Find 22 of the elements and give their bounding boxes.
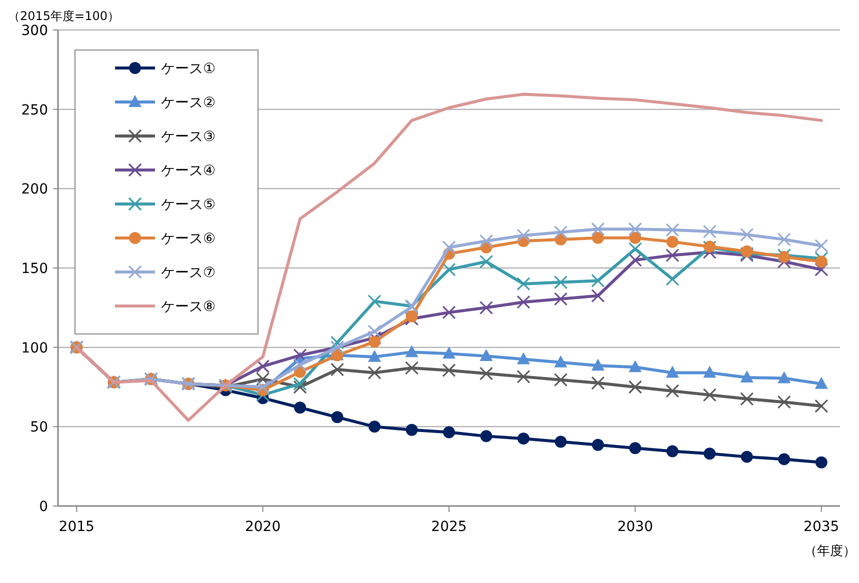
legend-label: ケース⑦ — [161, 265, 216, 281]
y-tick-label: 250 — [21, 102, 48, 118]
legend-label: ケース① — [161, 61, 216, 77]
x-tick-label: 2015 — [58, 519, 94, 535]
x-tick-label: 2020 — [244, 519, 281, 535]
legend-label: ケース② — [161, 95, 216, 111]
y-tick-label: 100 — [21, 340, 48, 356]
legend-label: ケース④ — [161, 163, 216, 179]
y-tick-label: 0 — [39, 499, 48, 515]
legend-label: ケース⑤ — [161, 197, 216, 213]
y-tick-label: 200 — [21, 182, 48, 198]
legend-label: ケース⑥ — [161, 231, 216, 247]
y-tick-label: 150 — [21, 261, 48, 277]
x-tick-label: 2030 — [617, 519, 654, 535]
y-tick-label: 50 — [30, 420, 48, 436]
legend-label: ケース⑧ — [161, 299, 216, 315]
legend-label: ケース③ — [161, 129, 216, 145]
x-tick-label: 2025 — [431, 519, 467, 535]
x-axis-title: （年度） — [804, 543, 856, 559]
x-tick-label: 2035 — [804, 519, 840, 535]
y-axis-title: （2015年度=100） — [8, 9, 120, 23]
y-tick-label: 300 — [21, 23, 48, 39]
